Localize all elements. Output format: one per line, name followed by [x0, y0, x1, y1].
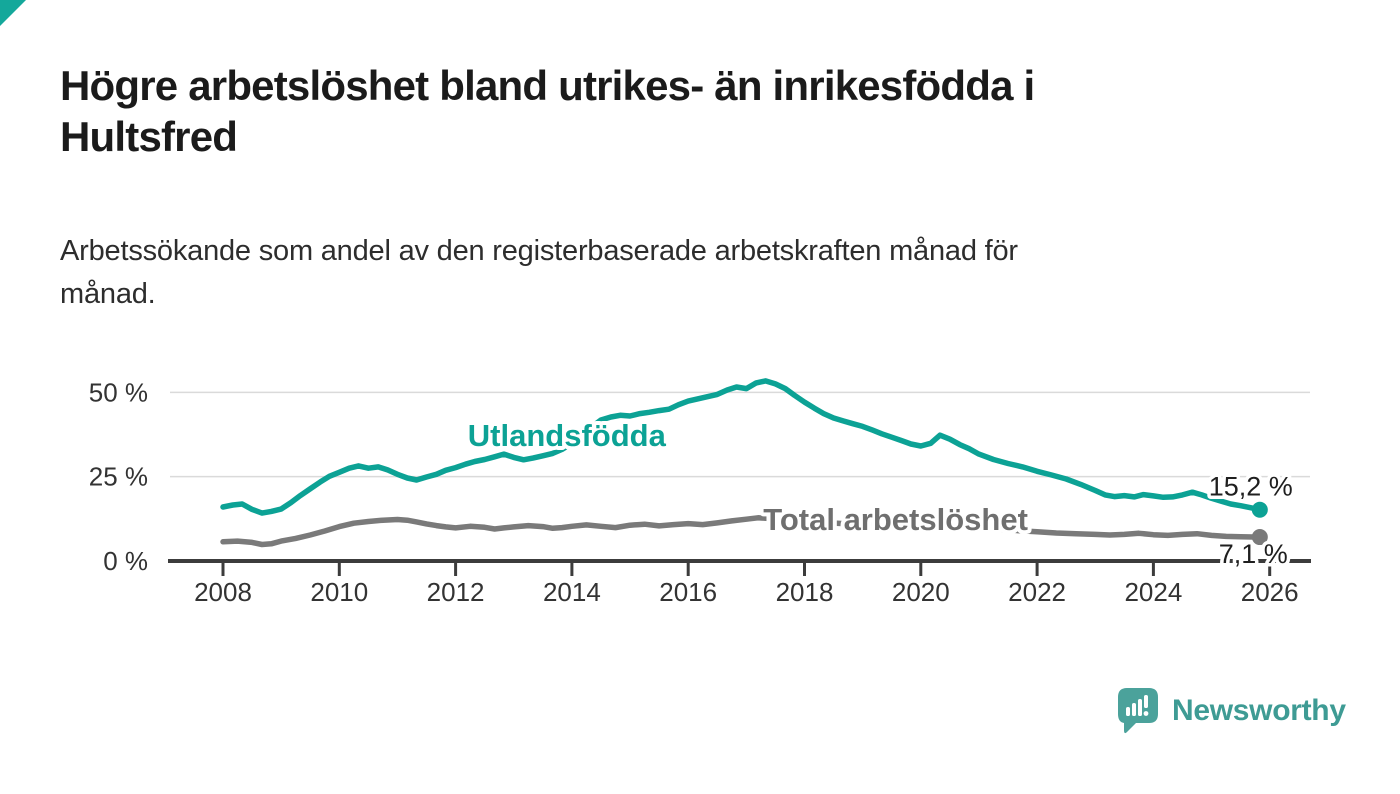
y-axis-label-0: 0 % — [103, 546, 148, 576]
utlandsfodda-line — [220, 378, 1263, 516]
x-axis-label-2008: 2008 — [194, 577, 252, 607]
newsworthy-logo-text: Newsworthy — [1172, 694, 1346, 727]
x-axis-label-2024: 2024 — [1124, 577, 1182, 607]
total-arbetsloshet-end-dot — [1251, 529, 1268, 546]
x-axis-label-2016: 2016 — [659, 577, 717, 607]
x-axis-label-2010: 2010 — [310, 577, 368, 607]
total-arbetsloshet-end-value-label: 7,1 % — [1219, 539, 1288, 569]
x-axis-label-2014: 2014 — [543, 577, 601, 607]
utlandsfodda-end-dot — [1251, 501, 1268, 518]
x-axis-label-2018: 2018 — [776, 577, 834, 607]
chart-subtitle-line1: Arbetssökande som andel av den registerb… — [60, 235, 1018, 267]
page-title: Högre arbetslöshet bland utrikes- än inr… — [60, 60, 1300, 162]
chart-subtitle: Arbetssökande som andel av den registerb… — [60, 230, 1300, 316]
page-title-line1: Högre arbetslöshet bland utrikes- än inr… — [60, 62, 1035, 109]
corner-accent — [0, 0, 26, 26]
newsworthy-logo-icon — [1118, 688, 1158, 734]
chart-subtitle-line2: månad. — [60, 277, 156, 310]
x-axis-label-2012: 2012 — [427, 577, 485, 607]
x-axis-label-2022: 2022 — [1008, 577, 1066, 607]
y-axis-label-50: 50 % — [89, 377, 148, 407]
x-axis-label-2026: 2026 — [1241, 577, 1299, 607]
x-axis-label-2020: 2020 — [892, 577, 950, 607]
total-arbetsloshet-series-label: Total arbetslöshet — [763, 502, 1028, 537]
page-title-line2: Hultsfred — [60, 113, 238, 161]
newsworthy-logo: Newsworthy — [1118, 688, 1346, 734]
utlandsfodda-end-value-label: 15,2 % — [1209, 472, 1293, 502]
utlandsfodda-series-label: Utlandsfödda — [468, 418, 667, 453]
y-axis-label-25: 25 % — [89, 462, 148, 492]
total-arbetsloshet-line — [220, 515, 1263, 548]
